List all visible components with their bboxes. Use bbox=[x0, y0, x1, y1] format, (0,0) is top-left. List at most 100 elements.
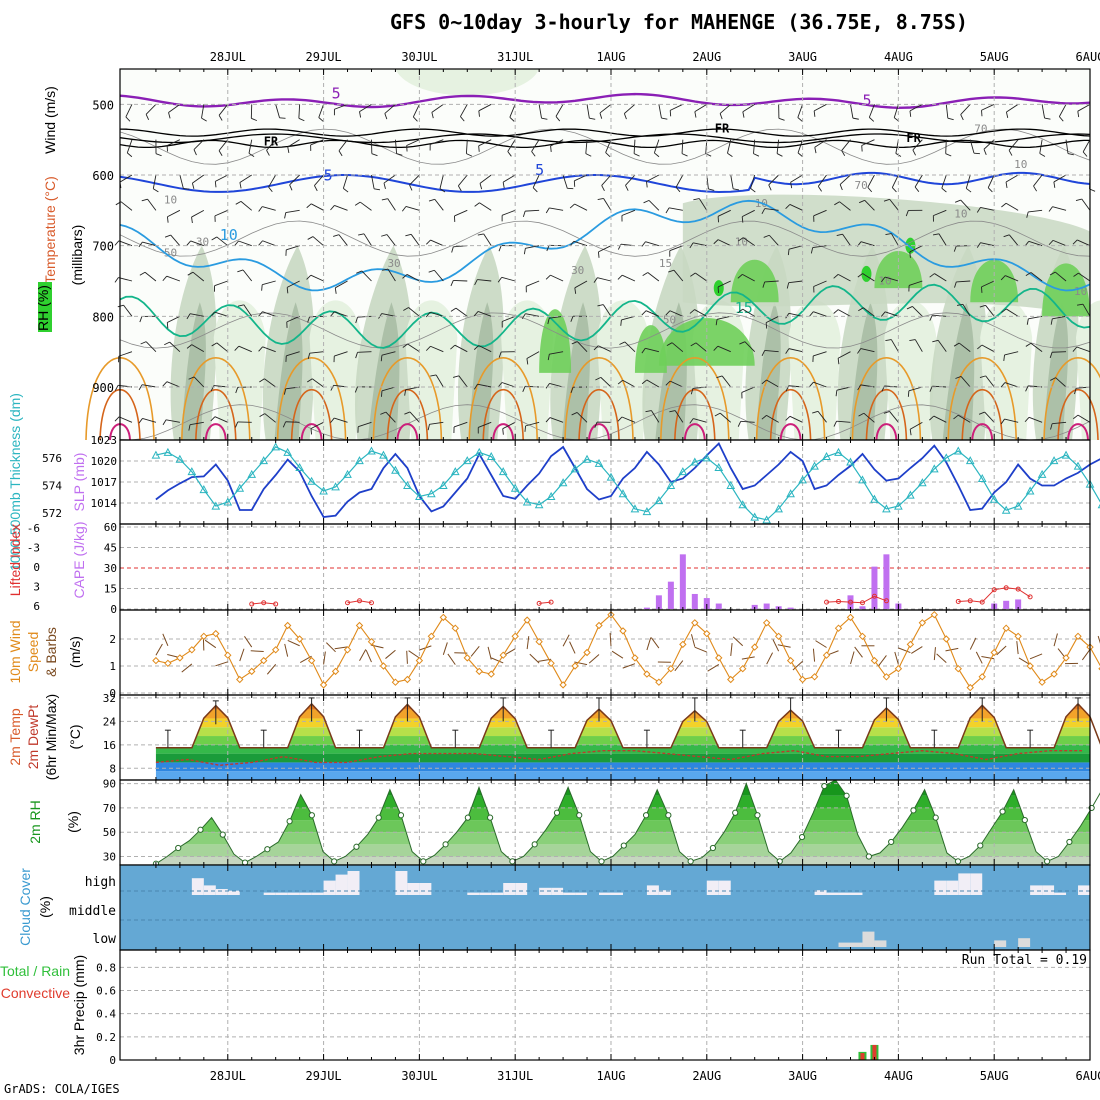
wind-barb bbox=[430, 239, 444, 247]
thickness-point bbox=[175, 454, 185, 463]
wind-barb-flag bbox=[284, 212, 287, 219]
thickness-point bbox=[462, 456, 472, 465]
wind-barb bbox=[193, 139, 205, 150]
pressure-tick-label: 900 bbox=[92, 381, 114, 395]
wind-speed-point bbox=[643, 670, 651, 678]
wind-barb bbox=[1005, 275, 1019, 282]
wind-barb-flag bbox=[555, 116, 561, 122]
wind-barb bbox=[716, 315, 731, 320]
wind-barb-flag bbox=[891, 187, 897, 193]
wind-barb-flag bbox=[358, 233, 365, 236]
rh-point bbox=[932, 814, 939, 821]
wind-barb bbox=[573, 240, 588, 247]
temp-contour-30c bbox=[492, 423, 515, 441]
wind-barb-flag bbox=[857, 384, 861, 391]
wind-barb bbox=[983, 139, 995, 150]
wind-barb bbox=[1054, 271, 1067, 282]
wind-speed-point bbox=[727, 675, 735, 684]
wind-speed-point bbox=[595, 621, 603, 630]
wind-barb bbox=[730, 174, 734, 189]
wind-barb-flag bbox=[545, 207, 550, 214]
wind-barb-flag bbox=[693, 198, 700, 201]
wind-barb-flag bbox=[450, 344, 456, 350]
wind-barb-flag bbox=[127, 152, 133, 158]
wind-barb bbox=[214, 280, 228, 287]
wind-speed-point bbox=[786, 656, 795, 665]
wind-barb bbox=[839, 201, 851, 211]
wind-axis-label-part: Speed bbox=[25, 632, 41, 672]
cloud-bar-high bbox=[838, 892, 851, 895]
rh-point bbox=[798, 833, 806, 841]
wind-barb-flag bbox=[187, 271, 194, 276]
cape-bar bbox=[679, 554, 686, 609]
cape-bar bbox=[703, 598, 710, 609]
wind-barb bbox=[478, 139, 492, 147]
thickness-point bbox=[379, 450, 388, 459]
precip-legend-convective: Convective bbox=[1, 985, 70, 1001]
wind-barb bbox=[453, 279, 468, 282]
wind-barb bbox=[1005, 174, 1019, 183]
wind-barb bbox=[1039, 139, 1043, 154]
cloud-bar-high bbox=[563, 892, 576, 895]
wind-barb-flag bbox=[1072, 239, 1078, 245]
cloud-bar-low bbox=[838, 942, 851, 947]
wind-barb bbox=[479, 202, 492, 211]
wind-speed-point bbox=[858, 632, 867, 641]
wind-barb-flag bbox=[737, 274, 743, 279]
wind-barb bbox=[238, 345, 252, 353]
wind-barb-flag bbox=[425, 311, 431, 318]
pressure-axis-label-part: (millibars) bbox=[69, 225, 85, 286]
wind-barb bbox=[1052, 315, 1067, 320]
wind-barb bbox=[789, 415, 803, 423]
cloud-bar-high bbox=[191, 878, 204, 895]
thickness-axis-label: 1000-500mb Thickness (dm) bbox=[7, 393, 23, 571]
wind-barb-flag bbox=[214, 181, 217, 188]
surface-wind-barb bbox=[326, 642, 336, 653]
rh-color-band bbox=[155, 844, 1090, 857]
wind-barb bbox=[836, 386, 851, 391]
surface-wind-barb bbox=[181, 663, 193, 673]
wind-barb-flag bbox=[987, 187, 993, 193]
wind-barb bbox=[189, 313, 204, 317]
wind-barb-flag bbox=[785, 348, 790, 354]
wind-barb bbox=[166, 275, 181, 282]
temp-axis-label-part: 2m Temp bbox=[7, 708, 23, 766]
wind-barb-flag bbox=[521, 313, 526, 320]
wind-barb-flag bbox=[597, 251, 600, 258]
date-tick-label-top: 5AUG bbox=[980, 50, 1009, 64]
rh-point bbox=[331, 858, 338, 865]
rh-region-dry bbox=[980, 300, 1033, 440]
temperature-legend-label-part: Temperature (°C) bbox=[42, 176, 58, 284]
wind-barb bbox=[381, 351, 396, 356]
wind-barb bbox=[410, 234, 420, 246]
date-tick-label-bottom: 30JUL bbox=[401, 1069, 437, 1083]
wind-barb bbox=[836, 420, 851, 423]
wind-barb-flag bbox=[675, 186, 681, 193]
rh-point bbox=[977, 842, 984, 849]
wind-speed-point bbox=[212, 629, 220, 638]
rh-region-saturated bbox=[874, 250, 923, 289]
rh-contour-label: 30 bbox=[387, 257, 400, 270]
wind-barb bbox=[675, 174, 684, 188]
wind-barb bbox=[125, 104, 133, 118]
wind-barb bbox=[120, 201, 133, 211]
wind-barb-flag bbox=[235, 421, 239, 428]
wind-barb bbox=[549, 207, 564, 211]
surface-wind-barb bbox=[529, 653, 540, 664]
wind-barb bbox=[501, 209, 516, 216]
cloud-bar-low bbox=[874, 940, 887, 947]
wind-barb bbox=[357, 315, 372, 318]
wind-barb-flag bbox=[858, 307, 864, 312]
wind-speed-point bbox=[307, 656, 316, 665]
cape-bar bbox=[715, 603, 722, 609]
lifted-index-axis-label: Lifted Index bbox=[7, 524, 23, 596]
wind-barb bbox=[864, 199, 875, 211]
wind-barb bbox=[550, 139, 564, 147]
wind-barb-flag bbox=[191, 182, 195, 190]
wind-barb-flag bbox=[162, 275, 168, 282]
wind-barb-flag bbox=[1026, 318, 1029, 325]
wind-barb bbox=[190, 240, 204, 247]
cape-tick-label: 15 bbox=[104, 583, 117, 596]
cloud-bar-high bbox=[467, 892, 480, 895]
